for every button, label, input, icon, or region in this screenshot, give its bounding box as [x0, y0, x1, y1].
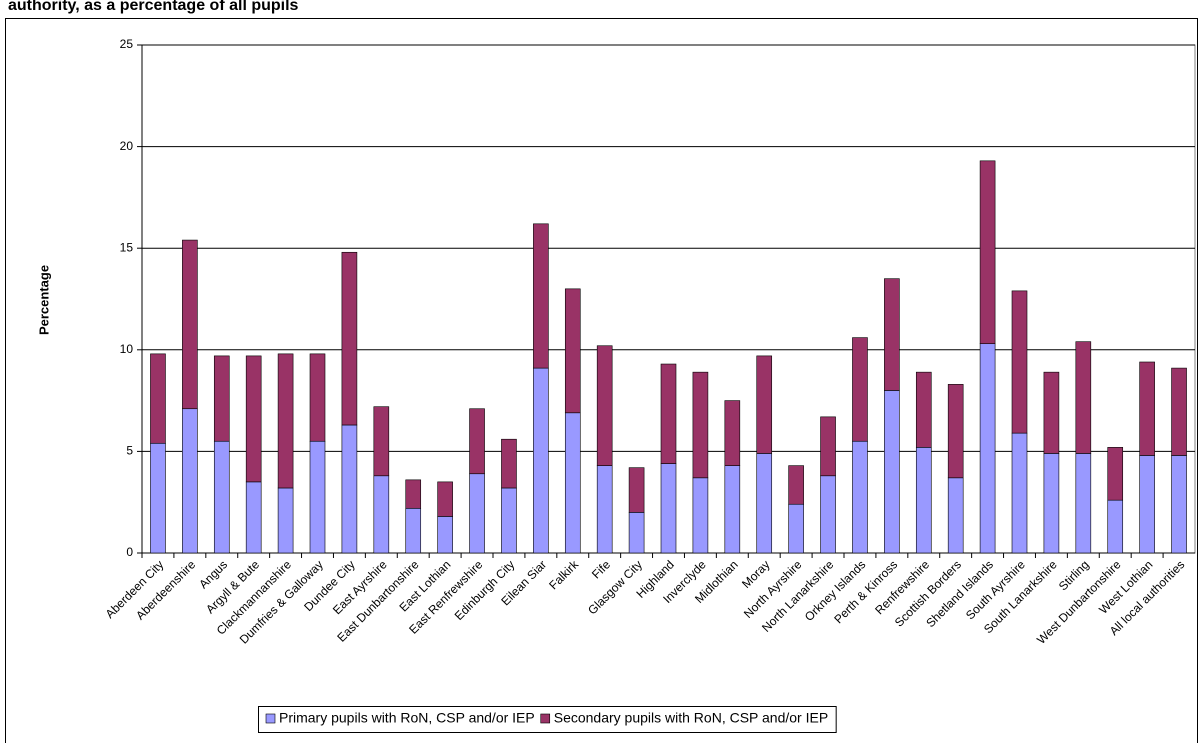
chart-frame — [5, 18, 1198, 748]
bar-segment — [596, 345, 613, 466]
legend-swatch — [265, 713, 276, 724]
bar-segment — [947, 384, 964, 479]
bar-segment — [756, 453, 773, 554]
y-axis-label: Percentage — [36, 265, 51, 335]
bar-segment — [469, 473, 485, 554]
bar-segment — [405, 479, 422, 509]
legend-label: Secondary pupils with RoN, CSP and/or IE… — [554, 710, 828, 726]
bar-segment — [182, 408, 198, 554]
legend-swatch — [540, 713, 551, 724]
bar-segment — [277, 487, 294, 554]
bar-segment — [405, 507, 422, 554]
bar-segment — [1171, 455, 1187, 554]
legend: Primary pupils with RoN, CSP and/or IEP S… — [258, 706, 837, 733]
bar-segment — [1075, 453, 1092, 554]
bar-segment — [150, 442, 166, 554]
bar-segment — [692, 477, 709, 554]
bar-segment — [437, 516, 453, 554]
bar-segment — [884, 390, 900, 554]
bar-segment — [373, 406, 390, 477]
bar-segment — [1043, 371, 1060, 454]
bar-segment — [947, 477, 964, 554]
bar-segment — [564, 412, 581, 554]
y-tick-label: 5 — [126, 444, 133, 458]
bar-segment — [915, 371, 932, 448]
bar-segment — [501, 487, 517, 554]
bar-segment — [979, 343, 996, 554]
bar-segment — [724, 465, 741, 554]
bar-segment — [437, 481, 453, 517]
bar-segment — [979, 160, 996, 345]
bar-segment — [1171, 367, 1187, 456]
bar-segment — [1139, 455, 1155, 554]
y-tick-label: 20 — [120, 139, 134, 153]
bar-segment — [182, 239, 198, 410]
bar-segment — [1107, 499, 1124, 554]
bar-segment — [756, 355, 773, 454]
y-tick-label: 0 — [126, 545, 133, 559]
chart-title: authority, as a percentage of all pupils — [8, 0, 299, 14]
bar-segment — [628, 512, 645, 554]
bar-segment — [852, 337, 868, 442]
bar-segment — [564, 288, 581, 414]
bar-segment — [692, 371, 709, 479]
bar-segment — [341, 424, 358, 554]
legend-label: Primary pupils with RoN, CSP and/or IEP — [279, 710, 535, 726]
bar-segment — [1011, 432, 1028, 554]
bar-segment — [277, 353, 294, 489]
bar-segment — [820, 475, 836, 554]
bar-segment — [596, 465, 613, 554]
bar-segment — [341, 251, 358, 426]
bar-segment — [469, 408, 485, 475]
bar-segment — [724, 400, 741, 466]
bar-segment — [373, 475, 390, 554]
bar-segment — [501, 438, 517, 489]
bar-segment — [1107, 447, 1124, 501]
bar-segment — [788, 465, 804, 505]
bar-segment — [1043, 453, 1060, 554]
bar-segment — [1011, 290, 1028, 434]
bar-segment — [660, 363, 677, 464]
bar-segment — [1139, 361, 1155, 456]
bar-segment — [884, 278, 900, 391]
bar-segment — [533, 367, 549, 554]
bar-segment — [660, 463, 677, 554]
y-tick-label: 15 — [120, 240, 134, 254]
bar-segment — [213, 440, 230, 554]
bar-segment — [915, 447, 932, 554]
bar-segment — [309, 353, 326, 442]
bar-segment — [628, 467, 645, 513]
bar-segment — [852, 440, 868, 554]
bar-segment — [245, 355, 262, 483]
bar-segment — [1075, 341, 1092, 454]
bar-segment — [309, 440, 326, 554]
bar-segment — [533, 223, 549, 369]
bar-segment — [788, 503, 804, 554]
bar-segment — [150, 353, 166, 444]
bar-segment — [213, 355, 230, 442]
bar-segment — [820, 416, 836, 477]
y-tick-label: 25 — [120, 37, 134, 51]
bar-segment — [245, 481, 262, 554]
y-tick-label: 10 — [120, 342, 134, 356]
